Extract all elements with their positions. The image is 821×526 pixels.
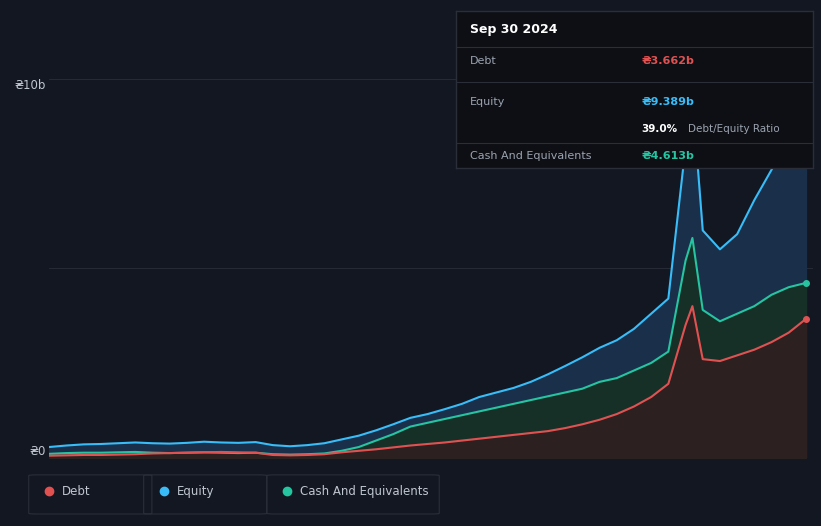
Text: Sep 30 2024: Sep 30 2024 bbox=[470, 23, 557, 36]
Text: ₴10b: ₴10b bbox=[14, 79, 45, 92]
Text: Equity: Equity bbox=[177, 485, 214, 498]
Text: Debt: Debt bbox=[470, 56, 497, 66]
Text: ₴3.662b: ₴3.662b bbox=[641, 56, 695, 66]
Text: ₴0: ₴0 bbox=[29, 444, 45, 458]
Text: ₴4.613b: ₴4.613b bbox=[641, 150, 695, 161]
Text: Cash And Equivalents: Cash And Equivalents bbox=[300, 485, 429, 498]
Text: 39.0%: 39.0% bbox=[641, 124, 677, 134]
Text: Cash And Equivalents: Cash And Equivalents bbox=[470, 150, 591, 161]
Text: Equity: Equity bbox=[470, 97, 505, 107]
Text: Debt/Equity Ratio: Debt/Equity Ratio bbox=[688, 124, 779, 134]
Text: ₴9.389b: ₴9.389b bbox=[641, 97, 695, 107]
Text: Debt: Debt bbox=[62, 485, 90, 498]
